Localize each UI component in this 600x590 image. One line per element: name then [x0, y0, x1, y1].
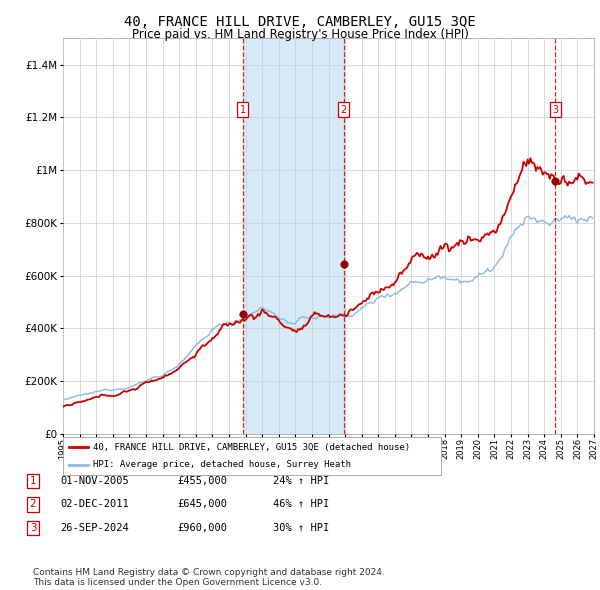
Text: £960,000: £960,000 [177, 523, 227, 533]
Text: Price paid vs. HM Land Registry's House Price Index (HPI): Price paid vs. HM Land Registry's House … [131, 28, 469, 41]
Text: 3: 3 [29, 523, 37, 533]
Text: 40, FRANCE HILL DRIVE, CAMBERLEY, GU15 3QE: 40, FRANCE HILL DRIVE, CAMBERLEY, GU15 3… [124, 15, 476, 29]
Text: 24% ↑ HPI: 24% ↑ HPI [273, 476, 329, 486]
Text: 1: 1 [29, 476, 37, 486]
Text: Contains HM Land Registry data © Crown copyright and database right 2024.
This d: Contains HM Land Registry data © Crown c… [33, 568, 385, 587]
Text: 2: 2 [341, 104, 347, 114]
Text: 2: 2 [29, 500, 37, 509]
Text: 01-NOV-2005: 01-NOV-2005 [60, 476, 129, 486]
Text: HPI: Average price, detached house, Surrey Heath: HPI: Average price, detached house, Surr… [93, 460, 351, 469]
Text: 46% ↑ HPI: 46% ↑ HPI [273, 500, 329, 509]
Text: 40, FRANCE HILL DRIVE, CAMBERLEY, GU15 3QE (detached house): 40, FRANCE HILL DRIVE, CAMBERLEY, GU15 3… [93, 442, 410, 451]
Bar [555, 38, 594, 434]
Text: £645,000: £645,000 [177, 500, 227, 509]
Bar [555, 38, 594, 434]
Text: 02-DEC-2011: 02-DEC-2011 [60, 500, 129, 509]
Text: 3: 3 [552, 104, 559, 114]
Bar [243, 38, 344, 434]
Text: £455,000: £455,000 [177, 476, 227, 486]
Text: 1: 1 [240, 104, 246, 114]
Text: 26-SEP-2024: 26-SEP-2024 [60, 523, 129, 533]
Text: 30% ↑ HPI: 30% ↑ HPI [273, 523, 329, 533]
